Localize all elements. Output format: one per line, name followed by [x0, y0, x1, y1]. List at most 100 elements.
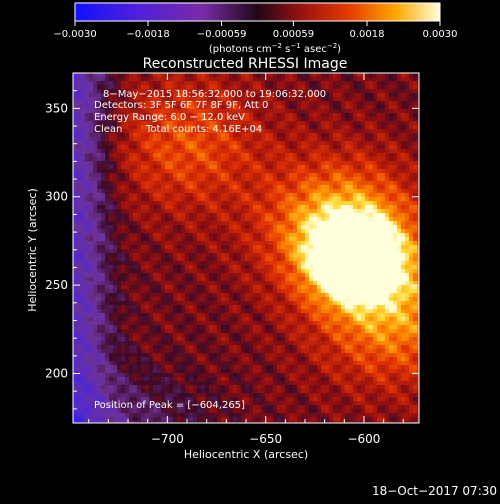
heatmap-cell — [369, 81, 374, 86]
heatmap-cell — [385, 141, 390, 146]
heatmap-cell — [145, 169, 150, 174]
heatmap-cell — [353, 209, 358, 214]
heatmap-cell — [405, 257, 410, 262]
heatmap-cell — [333, 177, 338, 182]
heatmap-cell — [189, 261, 194, 266]
heatmap-cell — [393, 185, 398, 190]
heatmap-cell — [245, 153, 250, 158]
heatmap-cell — [197, 253, 202, 258]
heatmap-cell — [281, 133, 286, 138]
heatmap-cell — [381, 169, 386, 174]
heatmap-cell — [405, 281, 410, 286]
heatmap-cell — [405, 97, 410, 102]
heatmap-cell — [401, 281, 406, 286]
heatmap-cell — [105, 281, 110, 286]
heatmap-cell — [137, 73, 142, 78]
heatmap-cell — [353, 293, 358, 298]
heatmap-cell — [249, 273, 254, 278]
heatmap-cell — [321, 273, 326, 278]
heatmap-cell — [273, 177, 278, 182]
heatmap-cell — [221, 177, 226, 182]
heatmap-cell — [341, 297, 346, 302]
heatmap-cell — [181, 253, 186, 258]
heatmap-cell — [393, 293, 398, 298]
heatmap-cell — [217, 297, 222, 302]
heatmap-cell — [357, 281, 362, 286]
heatmap-cell — [325, 169, 330, 174]
heatmap-cell — [373, 245, 378, 250]
heatmap-cell — [201, 293, 206, 298]
heatmap-cell — [113, 225, 118, 230]
heatmap-cell — [317, 237, 322, 242]
heatmap-cell — [401, 173, 406, 178]
heatmap-cell — [153, 173, 158, 178]
heatmap-cell — [113, 73, 118, 78]
heatmap-cell — [189, 293, 194, 298]
heatmap-cell — [209, 149, 214, 154]
heatmap-cell — [377, 137, 382, 142]
heatmap-cell — [373, 297, 378, 302]
heatmap-cell — [277, 129, 282, 134]
heatmap-cell — [385, 245, 390, 250]
heatmap-cell — [73, 285, 78, 290]
heatmap-cell — [225, 241, 230, 246]
heatmap-cell — [281, 157, 286, 162]
heatmap-cell — [325, 281, 330, 286]
heatmap-cell — [117, 241, 122, 246]
heatmap-cell — [253, 213, 258, 218]
heatmap-cell — [109, 193, 114, 198]
heatmap-cell — [225, 217, 230, 222]
heatmap-cell — [133, 189, 138, 194]
heatmap-cell — [93, 265, 98, 270]
heatmap-cell — [409, 233, 414, 238]
heatmap-cell — [153, 157, 158, 162]
heatmap-cell — [321, 241, 326, 246]
heatmap-cell — [77, 113, 82, 118]
heatmap-cell — [177, 161, 182, 166]
heatmap-cell — [401, 133, 406, 138]
heatmap-cell — [277, 197, 282, 202]
heatmap-cell — [293, 185, 298, 190]
heatmap-cell — [333, 165, 338, 170]
heatmap-cell — [405, 225, 410, 230]
heatmap-cell — [397, 289, 402, 294]
heatmap-cell — [181, 77, 186, 82]
heatmap-cell — [97, 89, 102, 94]
heatmap-cell — [145, 301, 150, 306]
heatmap-cell — [409, 161, 414, 166]
heatmap-cell — [337, 81, 342, 86]
heatmap-cell — [173, 213, 178, 218]
heatmap-cell — [85, 265, 90, 270]
heatmap-cell — [97, 85, 102, 90]
heatmap-cell — [229, 221, 234, 226]
heatmap-cell — [173, 269, 178, 274]
heatmap-cell — [309, 281, 314, 286]
heatmap-cell — [277, 257, 282, 262]
heatmap-cell — [377, 97, 382, 102]
heatmap-cell — [109, 237, 114, 242]
heatmap-cell — [153, 185, 158, 190]
heatmap-cell — [145, 165, 150, 170]
heatmap-cell — [233, 249, 238, 254]
heatmap-cell — [409, 101, 414, 106]
heatmap-cell — [165, 193, 170, 198]
heatmap-cell — [153, 213, 158, 218]
heatmap-cell — [365, 245, 370, 250]
heatmap-cell — [373, 141, 378, 146]
heatmap-cell — [105, 297, 110, 302]
heatmap-cell — [413, 293, 418, 298]
heatmap-cell — [193, 241, 198, 246]
heatmap-cell — [357, 181, 362, 186]
heatmap-cell — [301, 173, 306, 178]
heatmap-cell — [173, 293, 178, 298]
heatmap-cell — [329, 277, 334, 282]
colorbar-tick-label: −0.0018 — [126, 29, 169, 40]
heatmap-cell — [337, 141, 342, 146]
heatmap-cell — [141, 241, 146, 246]
heatmap-cell — [301, 237, 306, 242]
heatmap-cell — [405, 161, 410, 166]
heatmap-cell — [341, 277, 346, 282]
heatmap-cell — [273, 161, 278, 166]
heatmap-cell — [145, 217, 150, 222]
heatmap-cell — [149, 253, 154, 258]
